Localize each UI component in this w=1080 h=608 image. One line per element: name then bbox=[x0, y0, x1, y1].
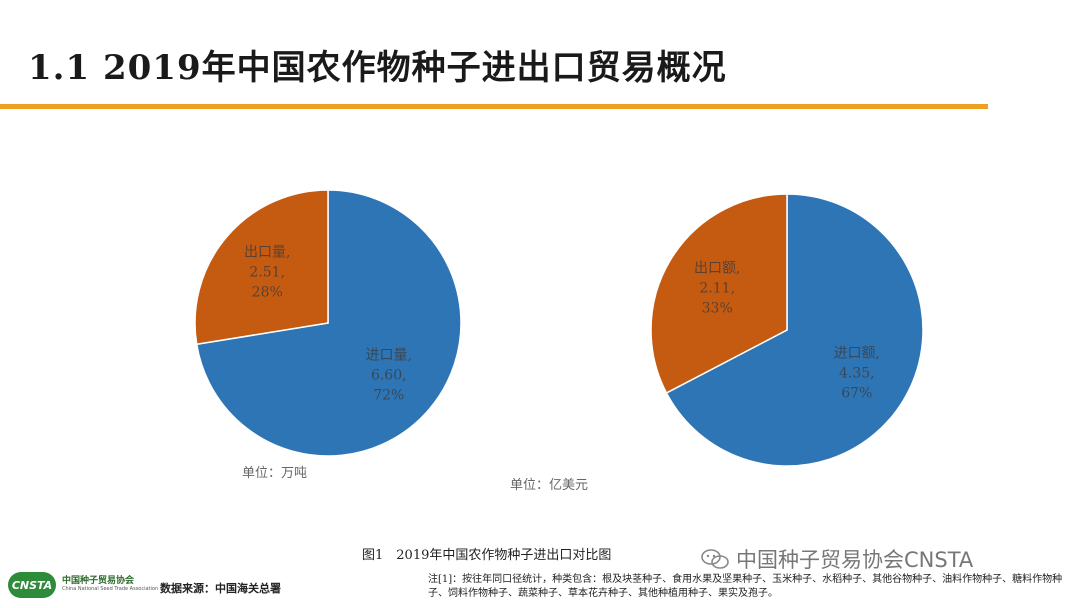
cnsta-logo: CNSTA 中国种子贸易协会 China National Seed Trade… bbox=[8, 572, 158, 598]
wechat-icon bbox=[701, 549, 729, 569]
pie-slice-1-1 bbox=[650, 193, 788, 394]
unit-label-value: 单位：亿美元 bbox=[510, 478, 589, 493]
title-underline bbox=[0, 104, 988, 109]
figure-caption: 图1 2019年中国农作物种子进出口对比图 bbox=[362, 548, 612, 563]
pie-slice-label-1-1: 出口额, 2.11, 33% bbox=[694, 261, 740, 317]
pie-slice-label-0-0: 进口量, 6.60, 72% bbox=[366, 348, 412, 404]
cnsta-logo-mark: CNSTA bbox=[8, 572, 56, 598]
logo-name-cn: 中国种子贸易协会 bbox=[62, 576, 135, 587]
pie-slice-1-0 bbox=[665, 193, 924, 467]
pie-slice-label-0-1: 出口量, 2.51, 28% bbox=[244, 244, 290, 300]
watermark-text: 中国种子贸易协会CNSTA bbox=[736, 548, 974, 572]
pie-slice-0-0 bbox=[195, 189, 462, 457]
data-source: 数据来源：中国海关总署 bbox=[160, 582, 281, 595]
wechat-watermark: 中国种子贸易协会CNSTA bbox=[700, 544, 973, 574]
footnote: 注[1]：按往年同口径统计，种类包含：根及块茎种子、食用水果及坚果种子、玉米种子… bbox=[428, 574, 1063, 599]
unit-label-volume: 单位：万吨 bbox=[242, 466, 308, 481]
pie-slice-0-1 bbox=[194, 189, 329, 346]
pie-chart-value: 进口额, 4.35, 67% 出口额, 2.11, 33% bbox=[650, 193, 924, 467]
pie-chart-volume: 进口量, 6.60, 72% 出口量, 2.51, 28% bbox=[194, 189, 462, 457]
page-title: 1.1 2019年中国农作物种子进出口贸易概况 bbox=[28, 48, 727, 88]
logo-name-en: China National Seed Trade Association bbox=[62, 586, 159, 593]
pie-slice-label-1-0: 进口额, 4.35, 67% bbox=[834, 345, 880, 401]
